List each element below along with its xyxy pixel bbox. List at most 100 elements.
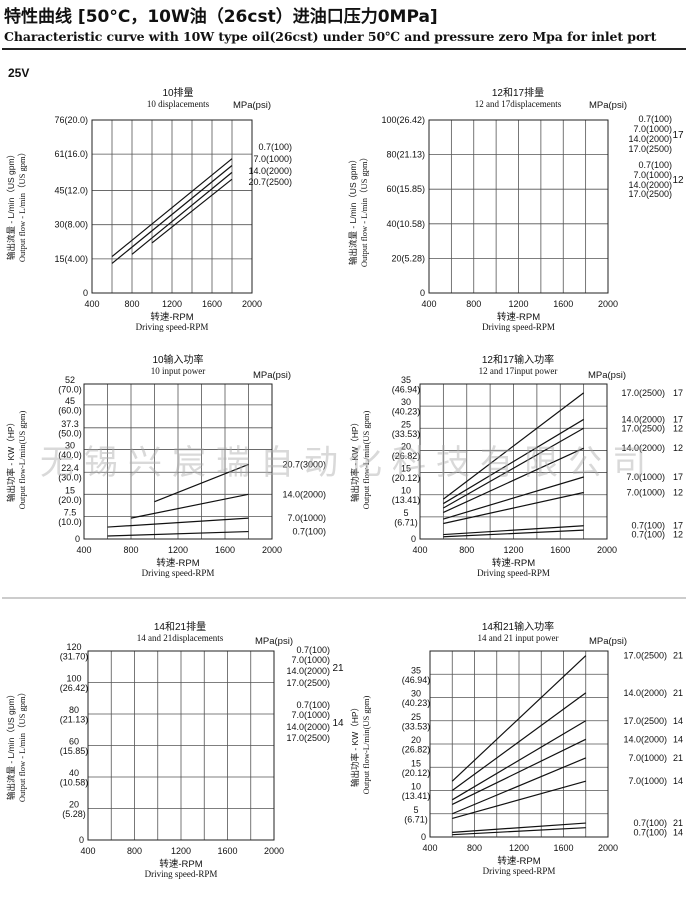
y-tick-label: 15 (20.0) <box>58 485 82 505</box>
legend-label: 14.0(2000) <box>623 734 667 744</box>
series-line <box>443 476 584 520</box>
x-tick-label: 1600 <box>553 299 573 309</box>
legend-group: 17 <box>673 521 683 531</box>
y-tick-label: 100(26.42) <box>60 674 89 694</box>
y-tick-label: 0 <box>421 832 426 842</box>
legend-group: 12 <box>673 488 683 498</box>
x-tick-label: 2000 <box>242 299 262 309</box>
legend-label: 7.0(1000) <box>628 776 667 786</box>
series-line <box>452 827 586 836</box>
x-tick-label: 2000 <box>262 545 282 555</box>
x-tick-label: 400 <box>421 299 436 309</box>
x-tick-label: 1200 <box>503 545 523 555</box>
legend-label: 7.0(1000) <box>628 753 667 763</box>
unit-label: MPa(psi) <box>589 100 627 111</box>
y-tick-label: 100(26.42) <box>381 115 425 125</box>
legend-group: 21 <box>673 753 683 763</box>
y-axis-label: 输出流量 - L/min（US gpm） <box>6 150 16 260</box>
y-tick-label: 60(15.85) <box>60 737 89 757</box>
x-axis-label: 转速-RPM <box>150 311 193 323</box>
y-tick-label: 80(21.13) <box>60 705 89 725</box>
y-tick-label: 25 (33.53) <box>392 419 421 439</box>
y-tick-label: 20 (26.82) <box>402 735 431 755</box>
y-tick-label: 0 <box>83 288 88 298</box>
series-line <box>107 530 249 537</box>
y-tick-label: 60(15.85) <box>386 184 425 194</box>
series-line <box>154 463 249 503</box>
unit-label: MPa(psi) <box>253 370 291 381</box>
legend-label: 7.0(1000) <box>633 170 672 180</box>
legend-label: 0.7(100) <box>633 827 667 837</box>
chart-subtitle: 12 and 17displacements <box>475 99 562 109</box>
legend-label: 17.0(2500) <box>621 423 665 433</box>
y-tick-label: 35 (46.94) <box>392 375 421 395</box>
chart-c5: 400 800 1200 1600 2000 0 20 (5.28) 40 (10.58) 60 (1… <box>6 620 344 879</box>
y-tick-label: 30 (40.23) <box>392 397 421 417</box>
y-tick-label: 120 (31.70) <box>60 642 89 662</box>
x-tick-label: 800 <box>459 545 474 555</box>
legend-label: 17.0(2500) <box>621 388 665 398</box>
legend-group: 12 <box>672 175 684 186</box>
legend-label: 7.0(1000) <box>291 655 330 665</box>
legend-group: 14 <box>673 734 683 744</box>
y-tick-label: 15(4.00) <box>54 254 88 264</box>
header-title-cn: 特性曲线 [50°C，10W油（26cst）进油口压力0MPa] <box>4 7 438 27</box>
x-axis-label: 转速-RPM <box>156 557 199 569</box>
section-divider <box>2 597 686 599</box>
chart-subtitle: 10 input power <box>151 366 206 376</box>
series-line <box>452 822 586 833</box>
chart-c2: 400 800 1200 1600 2000 0 20(5.28) 40(10.58) 60(1… <box>348 86 684 332</box>
series-line <box>107 517 249 528</box>
y-tick-label: 0 <box>79 835 84 845</box>
y-axis-label-en: Output flow-L/min(US gpm) <box>17 410 27 509</box>
x-axis-label: 转速-RPM <box>159 858 202 870</box>
chart-subtitle: 14 and 21displacements <box>137 633 224 643</box>
x-tick-label: 800 <box>467 843 482 853</box>
legend-label: 14.0(2000) <box>286 722 330 732</box>
chart-title: 10输入功率 <box>152 353 203 366</box>
legend-group: 21 <box>673 818 683 828</box>
y-tick-label: 80(21.13) <box>386 150 425 160</box>
y-tick-label: 76(20.0) <box>54 115 88 125</box>
y-tick-label: 10 (13.41) <box>392 486 421 506</box>
legend-group: 17 <box>673 414 683 424</box>
plot-frame <box>87 650 275 841</box>
plot-frame <box>428 119 609 294</box>
x-tick-label: 2000 <box>598 843 618 853</box>
legend-label: 17.0(2500) <box>286 733 330 743</box>
x-tick-label: 1600 <box>550 545 570 555</box>
legend-label: 0.7(100) <box>638 114 672 124</box>
y-tick-label: 22.4 (30.0) <box>58 463 82 483</box>
legend-label: 0.7(100) <box>292 527 326 537</box>
series-line <box>451 655 587 782</box>
x-tick-label: 1200 <box>509 843 529 853</box>
x-tick-label: 400 <box>412 545 427 555</box>
legend-group: 14 <box>673 776 683 786</box>
y-tick-label: 20(5.28) <box>62 800 86 820</box>
legend-label: 14.0(2000) <box>623 688 667 698</box>
legend-label: 0.7(100) <box>296 645 330 655</box>
x-tick-label: 800 <box>123 545 138 555</box>
x-tick-label: 2000 <box>598 299 618 309</box>
legend-label: 7.0(1000) <box>291 710 330 720</box>
legend-label: 7.0(1000) <box>287 513 326 523</box>
y-tick-label: 30 (40.23) <box>402 689 431 709</box>
chart-c6: 400 800 1200 1600 2000 0 5 (6.71) 10 (13.41) 15 (20… <box>350 620 683 876</box>
x-tick-label: 400 <box>84 299 99 309</box>
legend-group: 14 <box>332 718 344 729</box>
plot-frame <box>429 650 609 838</box>
legend-group: 17 <box>673 388 683 398</box>
legend-label: 17.0(2500) <box>628 189 672 199</box>
y-axis-label-en: Output flow - L/min（US gpm） <box>359 153 369 267</box>
legend-label: 0.7(100) <box>258 142 292 152</box>
y-tick-label: 7.5 (10.0) <box>58 508 82 528</box>
legend-label: 7.0(1000) <box>633 124 672 134</box>
legend-label: 14.0(2000) <box>248 166 292 176</box>
y-axis-label-en: Output flow - L/min（US gpm） <box>17 688 27 802</box>
series-line <box>443 491 584 525</box>
plot-frame <box>91 119 253 294</box>
series-line <box>111 158 233 258</box>
plot-frame <box>419 383 608 540</box>
x-tick-label: 400 <box>80 846 95 856</box>
